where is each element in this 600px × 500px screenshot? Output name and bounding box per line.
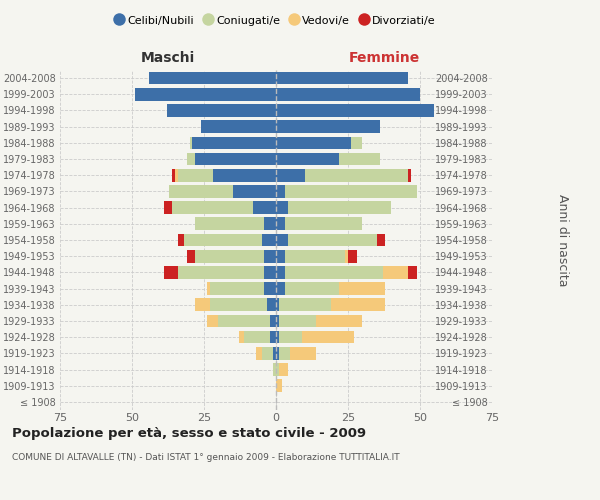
Y-axis label: Anni di nascita: Anni di nascita bbox=[556, 194, 569, 286]
Bar bbox=[201, 120, 276, 133]
Bar bbox=[284, 282, 340, 295]
Bar bbox=[279, 298, 331, 311]
Bar bbox=[172, 169, 175, 181]
Bar bbox=[265, 250, 276, 262]
Bar bbox=[196, 250, 265, 262]
Bar bbox=[268, 298, 276, 311]
Bar bbox=[279, 363, 287, 376]
Bar bbox=[316, 314, 362, 328]
Bar bbox=[265, 282, 276, 295]
Bar bbox=[210, 282, 265, 295]
Bar bbox=[175, 169, 178, 181]
Bar bbox=[279, 314, 316, 328]
Bar bbox=[276, 218, 284, 230]
Bar bbox=[207, 314, 218, 328]
Bar bbox=[284, 250, 345, 262]
Bar bbox=[348, 250, 356, 262]
Bar bbox=[239, 331, 244, 344]
Text: Popolazione per età, sesso e stato civile - 2009: Popolazione per età, sesso e stato civil… bbox=[12, 428, 366, 440]
Bar bbox=[276, 152, 340, 166]
Bar bbox=[276, 282, 284, 295]
Bar bbox=[287, 202, 391, 214]
Bar bbox=[212, 169, 276, 181]
Bar bbox=[287, 234, 377, 246]
Bar bbox=[164, 202, 172, 214]
Bar bbox=[273, 347, 276, 360]
Bar bbox=[164, 266, 178, 278]
Bar bbox=[302, 331, 354, 344]
Text: Maschi: Maschi bbox=[141, 51, 195, 65]
Bar bbox=[190, 136, 193, 149]
Bar bbox=[276, 185, 284, 198]
Bar bbox=[276, 380, 282, 392]
Bar bbox=[276, 266, 284, 278]
Bar bbox=[279, 347, 290, 360]
Bar bbox=[218, 314, 270, 328]
Bar bbox=[284, 218, 362, 230]
Bar bbox=[276, 331, 279, 344]
Bar bbox=[273, 363, 276, 376]
Bar bbox=[135, 88, 276, 101]
Bar bbox=[167, 104, 276, 117]
Bar bbox=[351, 136, 362, 149]
Bar bbox=[178, 266, 265, 278]
Bar bbox=[169, 185, 233, 198]
Bar bbox=[276, 202, 287, 214]
Bar bbox=[196, 298, 210, 311]
Bar bbox=[149, 72, 276, 85]
Bar bbox=[331, 298, 385, 311]
Bar bbox=[187, 250, 196, 262]
Bar bbox=[276, 234, 287, 246]
Text: COMUNE DI ALTAVALLE (TN) - Dati ISTAT 1° gennaio 2009 - Elaborazione TUTTITALIA.: COMUNE DI ALTAVALLE (TN) - Dati ISTAT 1°… bbox=[12, 452, 400, 462]
Bar bbox=[270, 331, 276, 344]
Bar bbox=[345, 250, 348, 262]
Bar bbox=[276, 72, 409, 85]
Bar bbox=[210, 298, 268, 311]
Legend: Celibi/Nubili, Coniugati/e, Vedovi/e, Divorziati/e: Celibi/Nubili, Coniugati/e, Vedovi/e, Di… bbox=[112, 10, 440, 30]
Bar bbox=[305, 169, 409, 181]
Bar bbox=[265, 266, 276, 278]
Bar bbox=[196, 152, 276, 166]
Bar bbox=[262, 234, 276, 246]
Bar bbox=[265, 218, 276, 230]
Bar bbox=[276, 250, 284, 262]
Bar bbox=[409, 169, 412, 181]
Bar bbox=[276, 314, 279, 328]
Bar bbox=[290, 347, 316, 360]
Bar bbox=[284, 266, 383, 278]
Bar bbox=[244, 331, 270, 344]
Bar bbox=[253, 202, 276, 214]
Bar bbox=[377, 234, 385, 246]
Text: Femmine: Femmine bbox=[349, 51, 419, 65]
Bar bbox=[276, 347, 279, 360]
Bar bbox=[256, 347, 262, 360]
Bar bbox=[284, 185, 417, 198]
Bar bbox=[276, 169, 305, 181]
Bar bbox=[184, 234, 262, 246]
Bar bbox=[270, 314, 276, 328]
Bar bbox=[276, 120, 380, 133]
Bar bbox=[187, 152, 196, 166]
Bar bbox=[276, 363, 279, 376]
Bar bbox=[340, 282, 385, 295]
Bar bbox=[178, 234, 184, 246]
Bar bbox=[207, 282, 210, 295]
Bar bbox=[276, 88, 420, 101]
Bar bbox=[340, 152, 380, 166]
Bar bbox=[178, 169, 212, 181]
Bar bbox=[276, 104, 434, 117]
Bar bbox=[233, 185, 276, 198]
Bar bbox=[276, 136, 351, 149]
Bar bbox=[279, 331, 302, 344]
Bar bbox=[172, 202, 253, 214]
Bar bbox=[409, 266, 417, 278]
Bar bbox=[196, 218, 265, 230]
Bar bbox=[193, 136, 276, 149]
Bar bbox=[262, 347, 273, 360]
Bar bbox=[276, 298, 279, 311]
Bar bbox=[383, 266, 409, 278]
